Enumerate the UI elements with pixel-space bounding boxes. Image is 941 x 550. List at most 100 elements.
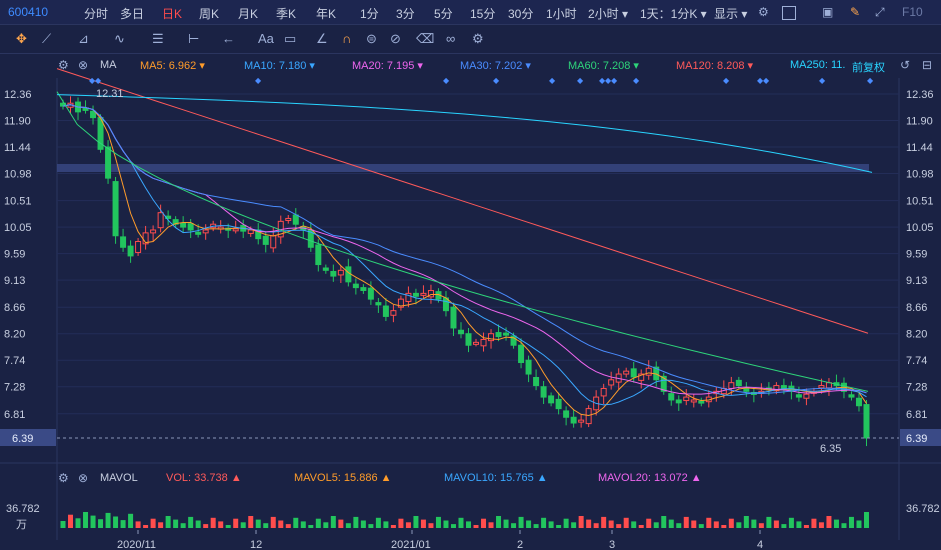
period-tab[interactable]: 1小时 [546, 7, 577, 21]
period-tab[interactable]: 5分 [434, 7, 453, 21]
fullscreen-icon[interactable]: ⤢ [875, 5, 885, 19]
volume-bar [736, 522, 742, 528]
x-tick-label: 2021/01 [391, 539, 431, 550]
event-marker: ◆ [599, 76, 606, 85]
fib-tool-icon[interactable]: ☰ [152, 31, 164, 46]
volume-bar [60, 521, 66, 528]
wave-tool-icon[interactable]: ∿ [114, 31, 125, 46]
vol-settings-icon[interactable]: ⚙ [58, 471, 69, 485]
adjust-mode[interactable]: 前复权 [852, 62, 885, 74]
y-tick-label-left: 12.36 [4, 89, 32, 101]
hide-icon[interactable]: ⊘ [390, 31, 401, 46]
volume-bar [173, 519, 179, 528]
undo-icon[interactable]: ↺ [900, 58, 911, 72]
lock-icon[interactable]: ⊜ [366, 31, 377, 46]
candle-body [172, 219, 179, 225]
ma-legend-item: MA30: 7.202 ▾ [460, 60, 531, 72]
channel-tool-icon[interactable]: ⊿ [78, 31, 89, 46]
candle-body [698, 400, 705, 404]
display-menu[interactable]: 显示 ▾ [714, 7, 748, 21]
period-tab[interactable]: 多日 [120, 7, 145, 21]
candle-body [352, 283, 359, 289]
settings-icon[interactable]: ⚙ [758, 5, 769, 19]
line-tool-icon[interactable]: ⟋ [42, 31, 52, 46]
y-tick-label-left: 10.05 [4, 222, 32, 234]
volume-bar [826, 516, 832, 528]
arrow-tool-icon[interactable]: ← [222, 31, 235, 46]
candle-body [82, 107, 89, 111]
candle-body [465, 333, 472, 346]
volume-bar [668, 519, 674, 528]
y-tick-label-left: 9.13 [4, 275, 25, 287]
text-tool[interactable]: Aa [258, 31, 274, 46]
period-tab[interactable]: 周K [199, 7, 220, 21]
ruler-icon[interactable]: ∠ [316, 31, 328, 46]
period-tab[interactable]: 1分 [360, 7, 379, 21]
checkbox-icon[interactable] [782, 6, 796, 20]
interval-select[interactable]: 1天：1分K ▾ [640, 7, 707, 21]
volume-bar [818, 522, 824, 528]
link-icon[interactable]: ∞ [446, 31, 456, 46]
ma-title: MA [100, 59, 117, 71]
volume-bar [466, 521, 471, 528]
vol-close-icon[interactable]: ⊗ [78, 471, 89, 485]
candle-body [397, 298, 404, 308]
volume-bar [503, 519, 509, 528]
y-tick-label-right: 10.51 [906, 196, 934, 208]
f10-button[interactable]: F10 [902, 5, 923, 19]
candle-body [322, 267, 329, 271]
pencil-icon[interactable]: ✎ [850, 5, 861, 19]
period-tab[interactable]: 季K [276, 7, 297, 21]
volume-bar [315, 518, 321, 528]
magnet-icon[interactable]: ∩ [342, 31, 352, 46]
candle-body [675, 399, 682, 404]
trash-icon[interactable]: ⌫ [416, 31, 435, 46]
period-tab[interactable]: 年K [316, 7, 337, 21]
period-tab[interactable]: 2小时 ▾ [588, 7, 629, 21]
volume-bar [631, 521, 637, 528]
tool-settings-icon[interactable]: ⚙ [472, 31, 484, 46]
ma60-line [56, 91, 869, 392]
price-tag-left [0, 429, 56, 446]
ma-settings-icon[interactable]: ⚙ [58, 58, 69, 72]
comment-icon[interactable]: ▭ [284, 31, 297, 46]
ma-line [62, 104, 867, 394]
event-marker: ◆ [757, 76, 764, 85]
period-tab[interactable]: 15分 [470, 7, 496, 21]
period-tab[interactable]: 分时 [84, 7, 109, 21]
period-tab[interactable]: 日K [162, 7, 183, 21]
ma-legend: ⚙ ⊗ MA MA5: 6.962 ▾ MA10: 7.180 ▾ MA20: 7.… [0, 55, 941, 75]
event-marker: ◆ [867, 76, 874, 85]
stock-code[interactable]: 600410 [8, 5, 49, 19]
volume-bar [300, 521, 306, 528]
volume-bar [165, 516, 171, 528]
volume-bar [443, 520, 449, 528]
event-marker: ◆ [95, 76, 102, 85]
candle-body [390, 310, 397, 316]
candle-body [427, 289, 434, 298]
collapse-icon[interactable]: ⊟ [922, 58, 933, 72]
period-tab[interactable]: 30分 [508, 7, 534, 21]
candle-body [292, 214, 299, 225]
period-tab[interactable]: 月K [238, 7, 259, 21]
vol-unit-label: 万 [16, 519, 27, 531]
ma-line [62, 104, 867, 417]
candle-body [660, 375, 667, 392]
crosshair-icon[interactable]: ✥ [16, 31, 27, 46]
measure-tool-icon[interactable]: ⊢ [188, 31, 200, 46]
ma120-line [56, 68, 869, 334]
volume-bar [188, 516, 194, 528]
period-tab[interactable]: 3分 [396, 7, 415, 21]
volume-bar [511, 523, 517, 528]
volume-bar [751, 519, 757, 528]
volume-bar [270, 516, 276, 528]
candle-body [773, 385, 780, 392]
camera-icon[interactable]: ▣ [822, 5, 834, 19]
candle-body [855, 397, 862, 407]
y-tick-label-left: 9.59 [4, 249, 25, 261]
volume-bar [833, 519, 839, 528]
volume-bar [556, 525, 562, 528]
candle-body [690, 399, 697, 403]
ma-close-icon[interactable]: ⊗ [78, 58, 89, 72]
